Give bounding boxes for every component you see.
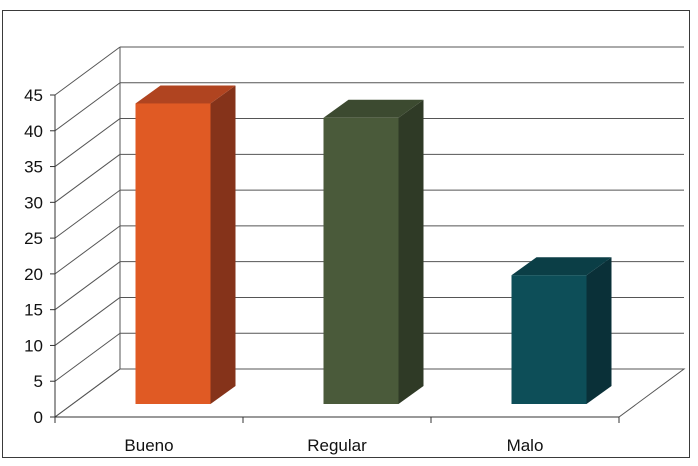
bar-top [135,85,236,104]
bars [135,85,612,405]
bar [511,275,587,404]
y-tick-label: 35 [24,158,43,177]
gridline-side [54,297,121,346]
bar-side [586,257,612,404]
gridline-side [54,189,121,239]
gridline-side [54,332,121,382]
y-tick-label: 30 [24,193,43,212]
gridline-side [54,225,121,275]
y-tick-label: 15 [24,301,43,320]
y-tick-label: 25 [24,229,43,248]
bar-bueno [135,85,236,404]
labels: 0 5 10 15 20 25 30 35 40 45 Bueno Regular Malo [24,86,543,455]
y-tick-label: 20 [24,265,43,284]
bar-malo [511,257,612,404]
bar-regular [323,99,424,405]
y-tick-label: 45 [24,86,43,105]
bar-top [323,99,424,118]
y-tick-label: 5 [34,372,43,391]
bar [135,103,211,404]
gridline-side [54,368,121,418]
bar-side [210,85,236,404]
gridline-side [54,46,121,96]
y-tick-label: 40 [24,122,43,141]
x-tick-label: Malo [507,436,544,455]
x-tick-label: Bueno [124,436,173,455]
bar-side [398,99,424,405]
gridline-side [54,261,121,311]
gridline-side [54,153,121,203]
x-tick-label: Regular [307,436,367,455]
bar-top [511,257,612,276]
gridline-side [54,118,121,167]
bar [323,117,399,405]
gridline-side [54,82,121,132]
y-tick-label: 10 [24,336,43,355]
axes [50,94,620,423]
y-tick-label: 0 [34,408,43,427]
